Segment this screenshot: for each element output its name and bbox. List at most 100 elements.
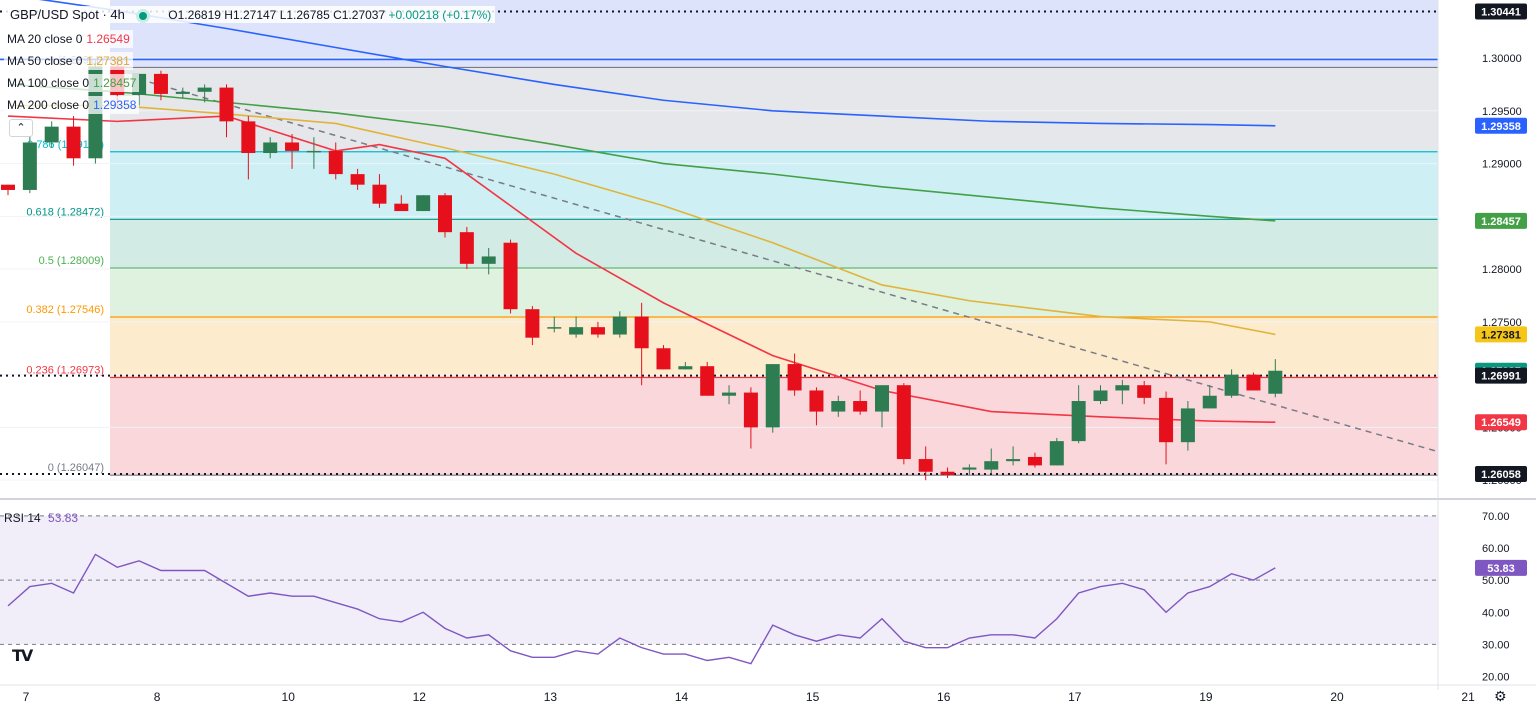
- candle: [678, 361, 693, 370]
- open-value: O1.26819: [168, 8, 221, 22]
- candle-body: [853, 401, 868, 412]
- candle-body: [459, 232, 474, 264]
- price-label: 1.30441: [1475, 3, 1527, 20]
- candle-body: [219, 87, 234, 122]
- ma20-line: [7, 115, 1276, 424]
- fib-zone: [110, 67, 1438, 152]
- candle-body: [394, 203, 409, 212]
- candle-body: [656, 348, 671, 370]
- candle-body: [481, 256, 496, 264]
- candle: [569, 316, 584, 338]
- candle-body: [940, 471, 955, 475]
- tradingview-logo-icon[interactable]: TV: [12, 646, 33, 665]
- ma50-value: 1.27381: [86, 54, 130, 68]
- candle: [875, 385, 889, 428]
- rsi-band: [0, 515, 1438, 645]
- price-label-text: 1.30441: [1481, 7, 1521, 19]
- candle-body: [700, 366, 715, 396]
- rsi-legend[interactable]: RSI 14 53.83: [4, 511, 78, 525]
- price-label: 1.28457: [1475, 212, 1527, 229]
- candle: [1246, 372, 1261, 391]
- time-tick-label: 15: [806, 690, 820, 704]
- candle-body: [175, 91, 190, 94]
- rsi-last-label: 53.83: [1487, 563, 1515, 575]
- candle: [1180, 401, 1195, 451]
- candle: [263, 137, 278, 159]
- price-label-text: 1.28457: [1481, 216, 1521, 228]
- candle: [1, 184, 15, 196]
- candle-body: [1224, 374, 1239, 396]
- candle: [416, 195, 431, 212]
- price-tick-label: 1.27500: [1482, 317, 1522, 329]
- fib-level-label: 0 (1.26047): [48, 462, 104, 474]
- candle: [372, 174, 387, 208]
- candle: [1049, 437, 1064, 466]
- rsi-value: 53.83: [48, 511, 79, 525]
- candle: [547, 316, 562, 333]
- ma200-label: MA 200 close 0: [7, 98, 90, 112]
- ma20-legend[interactable]: MA 20 close 0 1.26549: [4, 30, 133, 48]
- candle: [896, 383, 911, 465]
- time-tick-label: 7: [23, 690, 30, 704]
- fib-level-label: 0.5 (1.28009): [39, 255, 104, 267]
- candle-body: [44, 126, 59, 143]
- ma200-legend[interactable]: MA 200 close 0 1.29358: [4, 96, 140, 114]
- ma20-value: 1.26549: [86, 32, 130, 46]
- candle-body: [372, 184, 387, 204]
- candle-body: [1049, 441, 1064, 466]
- price-label-text: 1.26058: [1481, 469, 1521, 481]
- price-label-bg: [1475, 212, 1527, 229]
- candle: [809, 387, 824, 426]
- chevron-up-icon[interactable]: ⌃: [9, 119, 33, 137]
- rsi-tick-label: 40.00: [1482, 607, 1510, 619]
- rsi-tick-label: 60.00: [1482, 543, 1510, 555]
- candle: [853, 390, 868, 415]
- candle: [1137, 380, 1152, 405]
- candle: [1027, 452, 1042, 468]
- price-tick-label: 1.29000: [1482, 159, 1522, 171]
- candle-body: [66, 126, 81, 159]
- candle: [241, 116, 256, 180]
- symbol-header: GBP/USD Spot · 4h O1.26819 H1.27147 L1.2…: [6, 6, 496, 23]
- ma100-label: MA 100 close 0: [7, 76, 90, 90]
- price-label: 1.27381: [1475, 326, 1527, 343]
- fib-zone: [110, 268, 1438, 318]
- candle-body: [1093, 390, 1108, 402]
- candle-body: [1246, 374, 1261, 391]
- candle: [44, 121, 59, 148]
- candle: [1071, 385, 1086, 444]
- ma20-label: MA 20 close 0: [7, 32, 83, 46]
- candle-body: [241, 121, 256, 154]
- candle-body: [809, 390, 824, 412]
- candle: [438, 193, 452, 238]
- candle-body: [22, 142, 37, 190]
- candle-body: [831, 401, 846, 412]
- candle-body: [197, 87, 212, 92]
- gear-icon[interactable]: ⚙: [1494, 688, 1507, 704]
- time-tick-label: 10: [282, 690, 296, 704]
- candle-body: [525, 309, 540, 338]
- candle: [175, 87, 190, 99]
- candle: [1202, 385, 1217, 409]
- candle-body: [306, 150, 321, 153]
- price-label-text: 1.26549: [1481, 417, 1521, 429]
- candle-body: [984, 461, 999, 470]
- candle-body: [153, 73, 168, 94]
- candle: [984, 448, 999, 474]
- price-tick-label: 1.28000: [1482, 264, 1522, 276]
- ma100-legend[interactable]: MA 100 close 0 1.28457: [4, 74, 140, 92]
- candle-body: [569, 327, 584, 335]
- rsi-line: [7, 553, 1276, 665]
- time-tick-label: 21: [1461, 690, 1475, 704]
- candle: [918, 446, 933, 481]
- low-value: L1.26785: [279, 8, 330, 22]
- candle: [1115, 379, 1130, 405]
- candle: [66, 116, 81, 166]
- candle: [656, 345, 671, 370]
- candle-body: [1, 184, 15, 190]
- candle: [328, 142, 343, 180]
- time-tick-label: 13: [544, 690, 558, 704]
- ma50-legend[interactable]: MA 50 close 0 1.27381: [4, 52, 133, 70]
- candle: [219, 84, 234, 138]
